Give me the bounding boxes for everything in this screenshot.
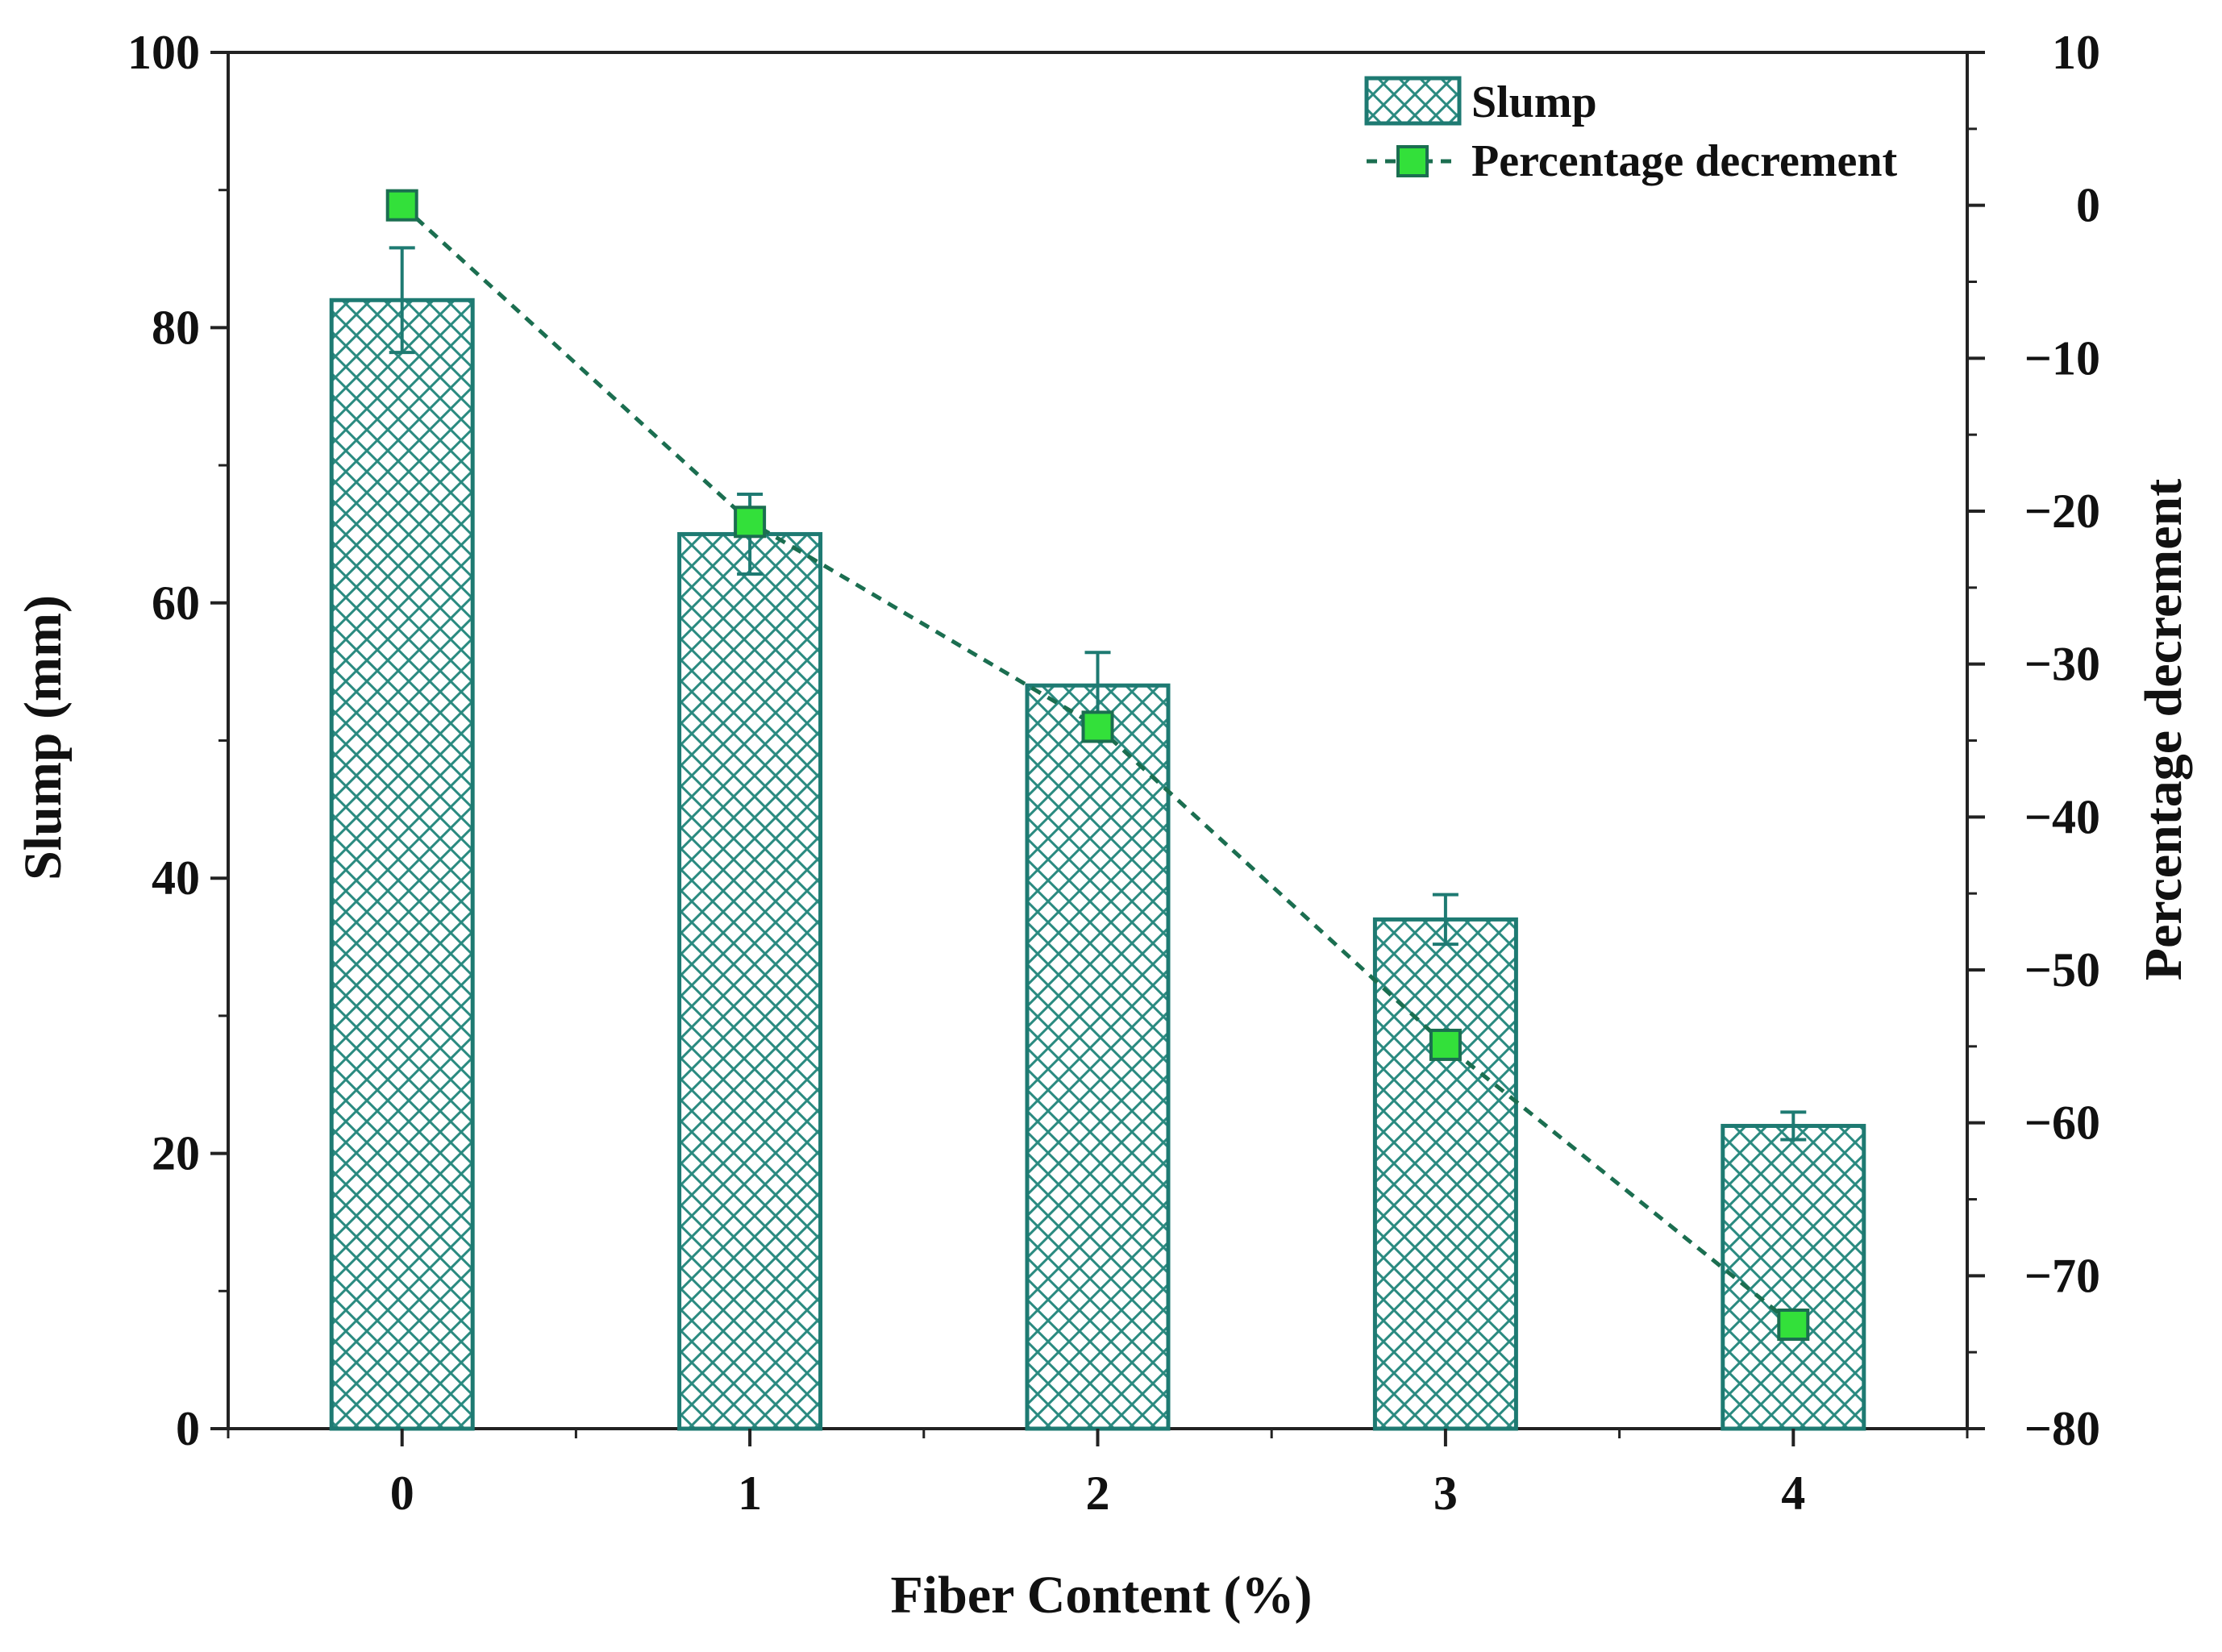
- x-tick-label: 2: [1086, 1467, 1110, 1520]
- decrement-marker-2: [1081, 710, 1114, 743]
- x-tick-label: 1: [738, 1467, 762, 1520]
- decrement-marker-4: [1777, 1309, 1810, 1342]
- y2-tick-label: −10: [2024, 331, 2100, 385]
- y-tick-label: 20: [152, 1127, 200, 1180]
- y2-tick-label: −20: [2024, 485, 2100, 538]
- y-axis-title: Slump (mm): [14, 595, 73, 880]
- bar-slump-2: [1025, 683, 1171, 1431]
- legend-label-decrement: Percentage decrement: [1471, 136, 1897, 186]
- x-tick-label: 3: [1433, 1467, 1458, 1520]
- decrement-marker-3: [1429, 1028, 1462, 1061]
- y2-tick-label: −30: [2024, 638, 2100, 691]
- y-tick-label: 40: [152, 851, 200, 905]
- legend-label-slump: Slump: [1471, 77, 1597, 127]
- y2-tick-label: −40: [2024, 790, 2100, 843]
- bar-slump-1: [677, 531, 823, 1431]
- bar-slump-0: [329, 298, 475, 1431]
- y-tick-label: 80: [152, 301, 200, 354]
- y2-tick-label: 10: [2052, 26, 2100, 79]
- bar-slump-3: [1372, 917, 1518, 1431]
- x-tick-label: 0: [390, 1467, 414, 1520]
- axis-ticks: [210, 51, 1985, 1446]
- y-tick-label: 60: [152, 576, 200, 630]
- line-series: [385, 189, 1810, 1342]
- legend-marker-decrement: [1396, 145, 1429, 177]
- bar-slump-4: [1721, 1123, 1866, 1431]
- decrement-marker-0: [385, 189, 418, 222]
- y2-tick-label: −50: [2024, 943, 2100, 997]
- legend-swatch-slump: [1364, 76, 1462, 126]
- y2-tick-label: 0: [2076, 179, 2100, 232]
- y-tick-label: 0: [176, 1402, 200, 1455]
- y-tick-label: 100: [127, 26, 200, 79]
- x-tick-label: 4: [1781, 1467, 1805, 1520]
- tick-labels: 020406080100−80−70−60−50−40−30−20−100100…: [127, 26, 2100, 1520]
- y2-tick-label: −70: [2024, 1249, 2100, 1302]
- y2-axis-title: Percentage decrement: [2134, 479, 2193, 980]
- y2-tick-label: −80: [2024, 1402, 2100, 1455]
- legend: Slump Percentage decrement: [1364, 76, 1897, 186]
- x-axis-title: Fiber Content (%): [890, 1566, 1312, 1625]
- decrement-marker-1: [734, 506, 767, 539]
- bar-series: [329, 298, 1866, 1431]
- y2-tick-label: −60: [2024, 1096, 2100, 1150]
